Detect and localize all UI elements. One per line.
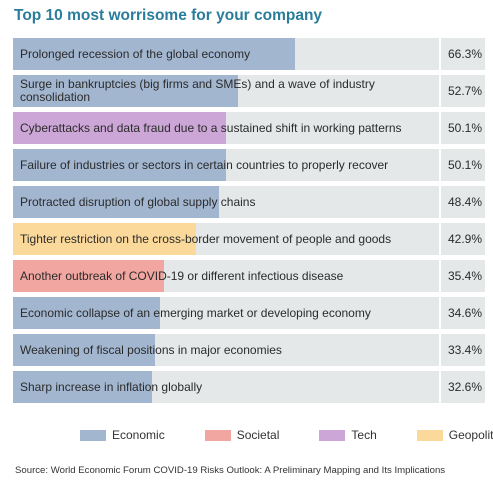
category-label: Failure of industries or sectors in cert… bbox=[20, 157, 389, 172]
bar-row: Prolonged recession of the global econom… bbox=[13, 38, 485, 70]
bar bbox=[13, 186, 220, 218]
legend-swatch bbox=[80, 429, 106, 441]
value-label: 34.6% bbox=[441, 297, 485, 329]
bar bbox=[13, 334, 156, 366]
legend-swatch bbox=[204, 429, 231, 441]
column-divider bbox=[439, 260, 441, 292]
value-label: 35.4% bbox=[441, 260, 485, 292]
value-label: 66.3% bbox=[441, 38, 485, 70]
category-label: Tighter restriction on the cross-border … bbox=[20, 231, 392, 246]
legend-item: Geopolitical bbox=[416, 428, 493, 442]
legend-swatch bbox=[319, 429, 346, 441]
bar bbox=[13, 38, 296, 70]
column-divider bbox=[439, 38, 441, 70]
column-divider bbox=[439, 149, 441, 181]
value-label: 50.1% bbox=[441, 149, 485, 181]
value-label: 42.9% bbox=[441, 223, 485, 255]
bar-row: Protracted disruption of global supply c… bbox=[13, 186, 485, 218]
bar bbox=[13, 297, 161, 329]
bar bbox=[13, 149, 227, 181]
bar-row: Weakening of fiscal positions in major e… bbox=[13, 334, 485, 366]
bar bbox=[13, 75, 238, 107]
bar bbox=[13, 223, 196, 255]
legend-item: Economic bbox=[80, 428, 165, 442]
column-divider bbox=[439, 334, 441, 366]
value-label: 33.4% bbox=[441, 334, 485, 366]
bar-chart: Prolonged recession of the global econom… bbox=[13, 38, 485, 408]
column-divider bbox=[439, 186, 441, 218]
bar-row: Cyberattacks and data fraud due to a sus… bbox=[13, 112, 485, 144]
bar-row: Another outbreak of COVID-19 or differen… bbox=[13, 260, 485, 292]
value-label: 32.6% bbox=[441, 371, 485, 403]
legend-label: Societal bbox=[236, 428, 280, 442]
category-label: Cyberattacks and data fraud due to a sus… bbox=[20, 120, 402, 135]
category-label: Surge in bankruptcies (big firms and SME… bbox=[20, 77, 375, 104]
column-divider bbox=[439, 223, 441, 255]
column-divider bbox=[439, 75, 441, 107]
bar-row: Economic collapse of an emerging market … bbox=[13, 297, 485, 329]
source-note: Source: World Economic Forum COVID-19 Ri… bbox=[15, 465, 446, 476]
category-label: Prolonged recession of the global econom… bbox=[20, 46, 251, 61]
chart-legend: Economic Societal Tech Geopolitical bbox=[80, 428, 493, 442]
legend-item: Tech bbox=[319, 428, 377, 442]
legend-label: Geopolitical bbox=[448, 428, 493, 442]
category-label: Protracted disruption of global supply c… bbox=[20, 194, 256, 209]
bar-row: Sharp increase in inflation globally 32.6… bbox=[13, 371, 485, 403]
chart-title: Top 10 most worrisome for your company bbox=[14, 7, 323, 24]
legend-swatch bbox=[416, 429, 443, 441]
legend-item: Societal bbox=[204, 428, 280, 442]
column-divider bbox=[439, 371, 441, 403]
value-label: 50.1% bbox=[441, 112, 485, 144]
category-label: Economic collapse of an emerging market … bbox=[20, 305, 371, 320]
legend-label: Tech bbox=[351, 428, 377, 442]
category-label: Another outbreak of COVID-19 or differen… bbox=[20, 268, 344, 283]
value-label: 48.4% bbox=[441, 186, 485, 218]
bar bbox=[13, 371, 152, 403]
bar-row: Failure of industries or sectors in cert… bbox=[13, 149, 485, 181]
column-divider bbox=[439, 297, 441, 329]
legend-label: Economic bbox=[112, 428, 165, 442]
column-divider bbox=[439, 112, 441, 144]
bar bbox=[13, 112, 227, 144]
value-label: 52.7% bbox=[441, 75, 485, 107]
bar bbox=[13, 260, 164, 292]
category-label: Weakening of fiscal positions in major e… bbox=[20, 342, 282, 357]
bar-row: Surge in bankruptcies (big firms and SME… bbox=[13, 75, 485, 107]
category-label: Sharp increase in inflation globally bbox=[20, 379, 203, 394]
bar-row: Tighter restriction on the cross-border … bbox=[13, 223, 485, 255]
